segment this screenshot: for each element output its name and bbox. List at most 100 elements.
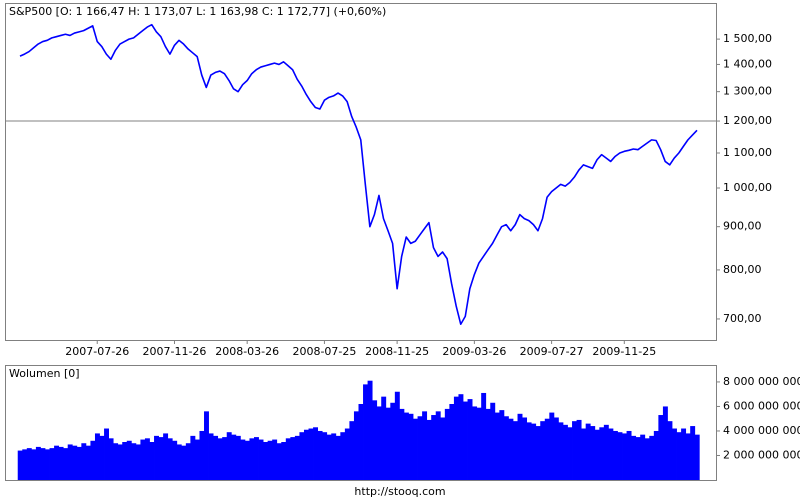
volume-bar — [617, 432, 623, 480]
volume-bar — [135, 444, 141, 480]
y-tick-label: 1 400,00 — [723, 57, 772, 70]
volume-bar — [512, 421, 518, 480]
volume-bar — [603, 424, 609, 480]
volume-bar — [253, 437, 259, 480]
volume-bar — [472, 406, 478, 480]
volume-bar — [494, 412, 500, 480]
volume-bar — [612, 430, 618, 480]
volume-bar — [172, 440, 178, 480]
x-tick-label: 2008-03-26 — [215, 345, 279, 358]
volume-bar — [522, 417, 528, 480]
volume-bar — [244, 440, 250, 480]
volume-bar — [340, 432, 346, 480]
volume-bar — [640, 434, 646, 480]
volume-panel — [5, 365, 717, 481]
volume-bar — [335, 435, 341, 480]
x-tick-label: 2007-07-26 — [65, 345, 129, 358]
volume-bar — [290, 437, 296, 480]
y-tick-label: 1 500,00 — [723, 32, 772, 45]
volume-bar — [154, 435, 159, 480]
volume-bar — [363, 384, 368, 480]
volume-bar — [285, 438, 291, 480]
price-line — [19, 23, 698, 326]
price-panel — [5, 3, 717, 341]
volume-bar — [63, 448, 69, 480]
volume-bar — [22, 449, 28, 480]
volume-title: Wolumen [0] — [9, 367, 80, 380]
volume-bar — [176, 444, 182, 480]
volume-bar — [667, 421, 673, 480]
volume-bar — [326, 434, 332, 480]
volume-bar — [658, 415, 664, 480]
volume-bar — [499, 410, 505, 480]
volume-bar — [526, 422, 532, 480]
volume-bar — [81, 443, 87, 480]
y-tick-label: 1 000,00 — [723, 181, 772, 194]
volume-bar — [608, 428, 614, 480]
x-tick-label: 2008-11-25 — [365, 345, 429, 358]
volume-bar — [576, 419, 582, 480]
x-tick-label: 2009-03-26 — [442, 345, 506, 358]
volume-bar — [558, 422, 564, 480]
volume-bar — [585, 423, 591, 480]
volume-bar — [422, 411, 428, 480]
volume-bar — [535, 426, 541, 480]
volume-bar — [508, 418, 514, 480]
volume-bar — [567, 427, 573, 480]
volume-bar — [463, 401, 468, 480]
volume-bar — [213, 435, 219, 480]
volume-bar — [626, 430, 632, 480]
volume-bar — [408, 413, 414, 480]
volume-bar — [194, 439, 200, 480]
volume-bar — [531, 423, 537, 480]
volume-bar — [240, 439, 246, 480]
volume-bar — [313, 427, 319, 480]
y-tick-label: 1 100,00 — [723, 146, 772, 159]
volume-bar — [358, 404, 364, 480]
volume-bar — [249, 438, 255, 480]
volume-bar — [131, 443, 137, 480]
volume-bar — [217, 438, 223, 480]
footer: http://stooq.com — [354, 485, 445, 498]
y-tick-label: 1 300,00 — [723, 85, 772, 98]
volume-bar — [167, 438, 173, 480]
volume-bar — [108, 438, 114, 480]
volume-bar — [344, 428, 350, 480]
y-tick-label: 900,00 — [723, 220, 762, 233]
volume-bar — [581, 428, 587, 480]
volume-bar — [685, 433, 691, 480]
volume-bar — [444, 408, 450, 480]
volume-bar — [367, 380, 373, 480]
volume-bar — [353, 411, 359, 480]
volume-bar — [85, 445, 91, 480]
x-tick-label: 2009-11-25 — [592, 345, 656, 358]
volume-bar — [544, 418, 550, 480]
volume-bar — [94, 433, 100, 480]
volume-bar — [317, 430, 323, 480]
x-tick-label: 2008-07-25 — [292, 345, 356, 358]
volume-bar — [622, 433, 627, 480]
volume-bar — [381, 396, 387, 480]
volume-bar — [690, 426, 696, 480]
volume-bar — [435, 411, 441, 480]
volume-bar — [49, 448, 55, 480]
volume-bar — [453, 396, 459, 480]
volume-bar — [263, 442, 269, 480]
volume-bar — [281, 442, 287, 480]
volume-bar — [694, 434, 700, 480]
volume-bar — [226, 432, 232, 480]
y-tick-label: 1 200,00 — [723, 114, 772, 127]
volume-bar — [126, 440, 132, 480]
volume-bar — [58, 446, 64, 480]
volume-bar — [104, 428, 110, 480]
volume-bar — [44, 449, 50, 480]
volume-bar — [517, 413, 523, 480]
volume-bar — [199, 430, 205, 480]
volume-bar — [17, 450, 23, 480]
volume-bar — [299, 432, 305, 480]
volume-bar — [54, 445, 60, 480]
volume-bar — [635, 437, 641, 480]
volume-bar — [394, 391, 400, 480]
volume-bar — [662, 406, 668, 480]
